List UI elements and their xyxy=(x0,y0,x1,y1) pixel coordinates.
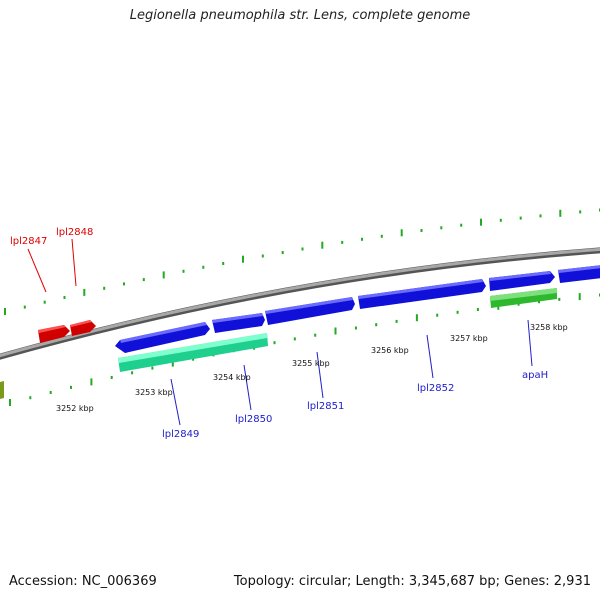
ring-tick xyxy=(334,327,337,335)
ring-tick xyxy=(456,310,459,314)
cds-bar-green xyxy=(490,288,557,308)
ring-tick xyxy=(4,308,6,315)
ring-tick xyxy=(43,300,46,304)
accession-label: Accession: NC_006369 xyxy=(9,574,157,589)
tick-label-3257: 3257 kbp xyxy=(450,334,488,343)
ring-tick xyxy=(499,218,502,222)
ring-tick xyxy=(281,251,284,254)
ring-tick xyxy=(301,247,304,251)
ring-tick xyxy=(460,223,463,227)
gene-lpl2852-feature[interactable] xyxy=(358,279,486,309)
ring-tick xyxy=(192,357,195,361)
ring-tick xyxy=(49,391,52,394)
ring-tick xyxy=(222,262,225,265)
gene-lpl2849-feature[interactable] xyxy=(115,322,210,353)
tick-label-3258: 3258 kbp xyxy=(530,323,568,332)
label-leaders xyxy=(27,238,533,426)
ring-tick xyxy=(131,371,134,375)
ring-tick xyxy=(162,271,165,279)
ring-tick xyxy=(420,229,423,232)
ring-tick xyxy=(480,218,482,226)
ring-tick xyxy=(436,313,439,317)
ring-tick xyxy=(400,229,403,237)
gene-lpl2847-feature[interactable] xyxy=(38,325,70,343)
ring-tick xyxy=(23,305,26,309)
tick-label-3252: 3252 kbp xyxy=(56,404,94,413)
ring-tick xyxy=(242,255,244,263)
gene-label-lpl2849[interactable]: lpl2849 xyxy=(162,429,199,440)
ring-tick xyxy=(538,300,540,304)
ring-tick xyxy=(375,323,378,327)
ring-tick xyxy=(123,282,125,286)
ring-tick xyxy=(171,359,174,367)
ring-tick xyxy=(261,254,264,258)
ring-tick xyxy=(142,278,145,282)
outer-tick-ring xyxy=(4,208,600,315)
genome-summary: Topology: circular; Length: 3,345,687 bp… xyxy=(233,574,591,589)
ring-tick xyxy=(440,226,443,230)
gene-lpl2848-feature[interactable] xyxy=(70,320,96,336)
gene-apaH-feature[interactable] xyxy=(489,271,555,291)
ring-tick xyxy=(293,337,296,341)
ring-tick xyxy=(151,366,154,370)
ring-tick xyxy=(63,296,66,299)
ring-tick xyxy=(354,326,357,330)
ring-tick xyxy=(314,333,317,337)
ring-tick xyxy=(110,376,113,379)
ring-tick xyxy=(415,314,418,322)
ring-tick xyxy=(578,293,581,301)
tick-label-3253: 3253 kbp xyxy=(135,388,173,397)
gene-label-lpl2852[interactable]: lpl2852 xyxy=(417,383,454,394)
cds-bar-teal xyxy=(118,333,268,372)
ring-tick xyxy=(558,297,561,301)
ring-tick xyxy=(202,265,205,269)
ring-tick xyxy=(395,319,398,323)
tick-label-3255: 3255 kbp xyxy=(292,359,330,368)
ring-tick xyxy=(182,269,185,273)
ring-tick xyxy=(70,385,72,389)
ring-tick xyxy=(361,237,363,241)
gene-label-apaH[interactable]: apaH xyxy=(522,370,548,381)
gene-label-lpl2848[interactable]: lpl2848 xyxy=(56,227,93,238)
ring-tick xyxy=(29,396,32,400)
ring-tick xyxy=(559,209,562,217)
gene-next-feature[interactable] xyxy=(558,265,600,283)
gene-label-lpl2847[interactable]: lpl2847 xyxy=(10,236,47,247)
ring-tick xyxy=(321,241,324,249)
ring-tick xyxy=(83,288,86,296)
gene-label-lpl2850[interactable]: lpl2850 xyxy=(235,414,272,425)
tick-label-3256: 3256 kbp xyxy=(371,346,409,355)
ring-tick xyxy=(476,308,479,311)
ring-tick xyxy=(380,234,383,238)
ring-tick xyxy=(9,399,11,406)
ring-tick xyxy=(90,378,93,386)
ring-tick xyxy=(539,214,542,218)
gene-lpl2850-feature[interactable] xyxy=(212,313,265,333)
cds-bar-green-left xyxy=(0,381,4,399)
ring-tick xyxy=(273,341,276,345)
ring-tick xyxy=(103,286,106,290)
ring-tick xyxy=(579,210,582,214)
genome-backbone-highlight xyxy=(0,247,600,358)
tick-label-3254: 3254 kbp xyxy=(213,373,251,382)
ring-tick xyxy=(341,240,344,244)
gene-label-lpl2851[interactable]: lpl2851 xyxy=(307,401,344,412)
ring-tick xyxy=(519,216,522,220)
map-title: Legionella pneumophila str. Lens, comple… xyxy=(129,8,471,23)
gene-lpl2851-feature[interactable] xyxy=(265,297,355,325)
